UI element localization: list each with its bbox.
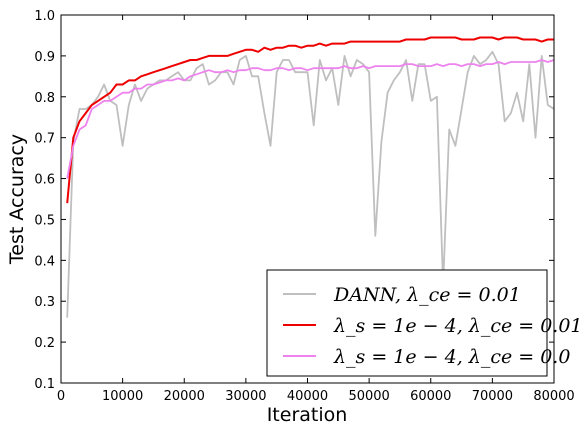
legend-box: [266, 269, 548, 377]
series-line-violet: [66, 59, 554, 179]
y-tick-label: 0.9: [34, 50, 55, 65]
legend-label-red: λ_s = 1e − 4, λ_ce = 0.01: [333, 315, 581, 337]
y-tick-label: 0.8: [34, 91, 55, 106]
series-line-dann: [66, 50, 554, 318]
y-tick-label: 0.1: [34, 377, 55, 392]
y-axis-label: Test Accuracy: [6, 134, 28, 265]
x-tick-label: 10000: [102, 389, 143, 404]
x-tick-label: 30000: [225, 389, 266, 404]
y-tick-label: 0.7: [34, 132, 55, 147]
legend: DANN, λ_ce = 0.01 λ_s = 1e − 4, λ_ce = 0…: [266, 269, 581, 377]
y-tick-label: 0.6: [34, 173, 55, 188]
x-tick-label: 20000: [164, 389, 205, 404]
x-tick-label: 50000: [348, 389, 389, 404]
series-line-red: [66, 36, 554, 204]
y-tick-label: 0.5: [34, 213, 55, 228]
x-tick-label: 40000: [287, 389, 328, 404]
y-tick-label: 1.0: [34, 9, 55, 24]
y-tick-label: 0.3: [34, 295, 55, 310]
y-tick-label: 0.4: [34, 254, 55, 269]
legend-label-dann: DANN, λ_ce = 0.01: [333, 284, 521, 306]
x-tick-label: 60000: [410, 389, 451, 404]
x-tick-label: 0: [57, 389, 65, 404]
x-tick-label: 80000: [533, 389, 574, 404]
x-tick-label: 70000: [472, 389, 513, 404]
y-tick-label: 0.2: [34, 336, 55, 351]
x-axis-label: Iteration: [267, 404, 348, 425]
legend-label-violet: λ_s = 1e − 4, λ_ce = 0.0: [333, 346, 570, 368]
